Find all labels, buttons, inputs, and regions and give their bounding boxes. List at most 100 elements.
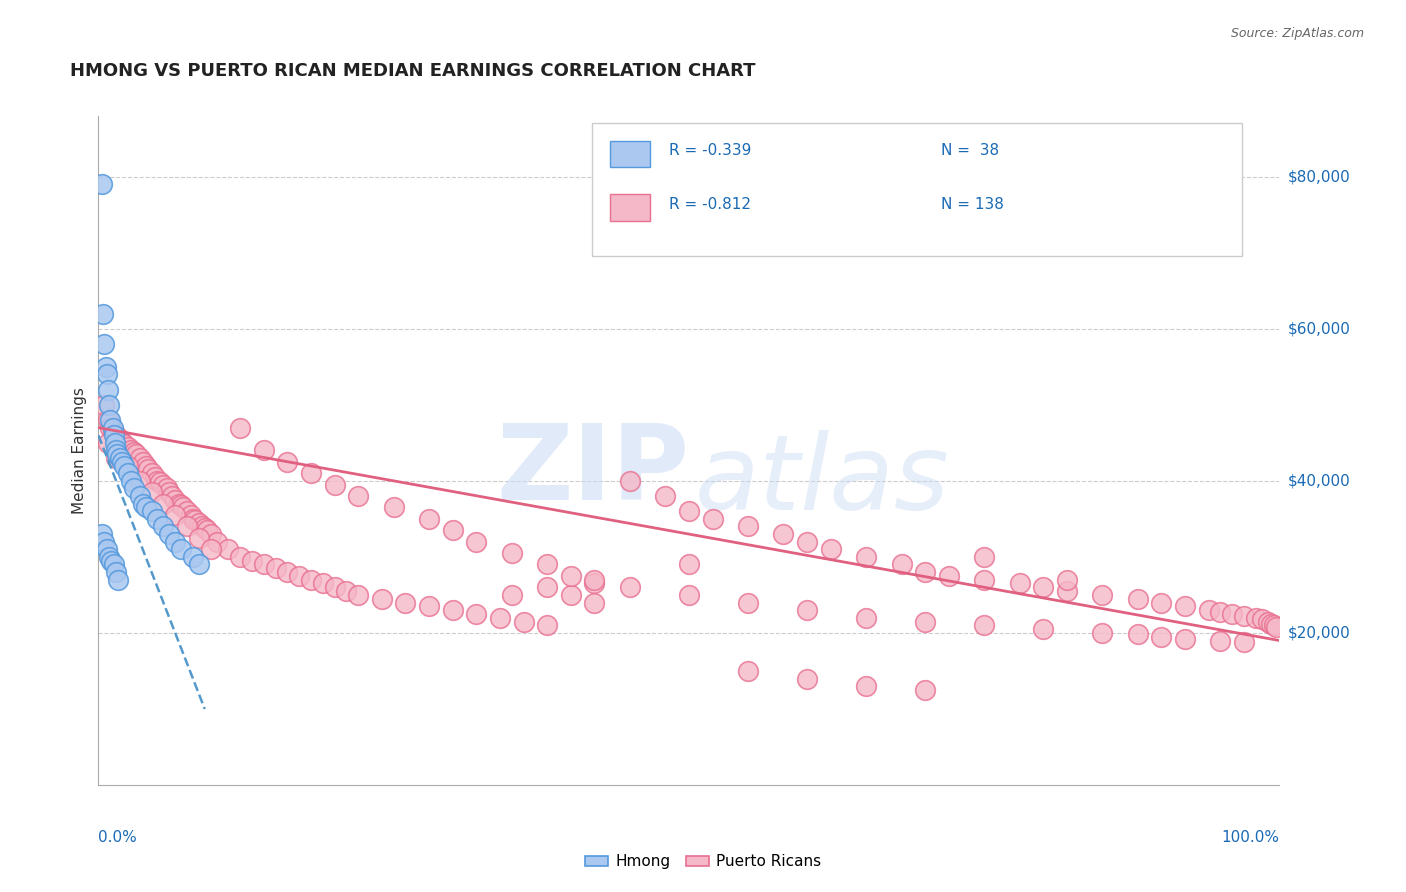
Point xyxy=(93,534,115,549)
Point xyxy=(489,611,512,625)
Point xyxy=(141,504,163,518)
Point xyxy=(128,474,150,488)
Text: N = 138: N = 138 xyxy=(941,197,1004,211)
Point xyxy=(1126,627,1149,641)
Point xyxy=(229,549,252,564)
Point xyxy=(536,618,558,632)
Point xyxy=(112,437,135,451)
Point xyxy=(122,445,145,459)
Text: 0.0%: 0.0% xyxy=(98,830,138,845)
Point xyxy=(441,523,464,537)
Point xyxy=(96,542,118,557)
Point xyxy=(737,664,759,678)
Point xyxy=(1056,584,1078,599)
Point xyxy=(184,513,207,527)
Point xyxy=(128,489,150,503)
Point xyxy=(108,451,131,466)
Point xyxy=(1008,576,1031,591)
Point xyxy=(91,527,114,541)
Point xyxy=(187,516,209,530)
Point xyxy=(121,443,143,458)
Y-axis label: Median Earnings: Median Earnings xyxy=(72,387,87,514)
Point xyxy=(299,573,322,587)
Point xyxy=(170,498,193,512)
Point xyxy=(253,443,276,458)
Point xyxy=(217,542,239,557)
Point xyxy=(105,447,128,461)
Point xyxy=(194,521,217,535)
Point xyxy=(678,504,700,518)
Point xyxy=(105,443,128,458)
Point xyxy=(149,475,172,490)
Point xyxy=(146,512,169,526)
Point xyxy=(180,508,202,522)
Point xyxy=(1056,573,1078,587)
Point xyxy=(536,580,558,594)
Point xyxy=(253,558,276,572)
Point xyxy=(1174,599,1197,614)
Point xyxy=(973,618,995,632)
Point xyxy=(1257,615,1279,629)
Point xyxy=(152,477,174,491)
Point xyxy=(125,447,148,461)
Point xyxy=(501,546,523,560)
Point xyxy=(135,458,157,473)
Point xyxy=(737,595,759,609)
Point xyxy=(105,451,128,466)
Point xyxy=(146,474,169,488)
Point xyxy=(1091,626,1114,640)
Point xyxy=(441,603,464,617)
Point xyxy=(132,497,155,511)
Point xyxy=(1209,633,1232,648)
Point xyxy=(91,307,114,321)
Point xyxy=(914,565,936,579)
Point xyxy=(772,527,794,541)
FancyBboxPatch shape xyxy=(592,123,1241,257)
Point xyxy=(101,425,124,439)
Point xyxy=(103,428,125,442)
Point xyxy=(973,549,995,564)
Point xyxy=(101,420,124,434)
Point xyxy=(583,595,606,609)
Point xyxy=(855,611,877,625)
Point xyxy=(1250,612,1272,626)
Point xyxy=(160,489,183,503)
Text: R = -0.812: R = -0.812 xyxy=(669,197,751,211)
Point xyxy=(1126,591,1149,606)
Point xyxy=(111,455,134,469)
Text: $80,000: $80,000 xyxy=(1288,169,1351,185)
Point xyxy=(111,435,134,450)
Point xyxy=(117,467,139,481)
Point xyxy=(132,455,155,469)
Point xyxy=(98,420,121,434)
Point xyxy=(820,542,842,557)
Point xyxy=(112,458,135,473)
Point xyxy=(1209,605,1232,619)
Point xyxy=(418,512,440,526)
Point xyxy=(98,398,121,412)
Point xyxy=(347,588,370,602)
Point xyxy=(264,561,287,575)
Point xyxy=(156,482,179,496)
Point xyxy=(914,615,936,629)
Point xyxy=(97,383,120,397)
Point xyxy=(195,523,218,537)
Point xyxy=(122,482,145,496)
Point xyxy=(418,599,440,614)
Point xyxy=(181,512,204,526)
Point xyxy=(619,580,641,594)
Point xyxy=(678,588,700,602)
Point xyxy=(914,682,936,697)
Point xyxy=(108,432,131,446)
Text: HMONG VS PUERTO RICAN MEDIAN EARNINGS CORRELATION CHART: HMONG VS PUERTO RICAN MEDIAN EARNINGS CO… xyxy=(70,62,756,80)
Point xyxy=(1198,603,1220,617)
Point xyxy=(91,178,114,192)
Point xyxy=(165,508,187,522)
Point xyxy=(117,458,139,473)
Point xyxy=(1032,622,1054,636)
Text: atlas: atlas xyxy=(695,430,949,532)
Point xyxy=(181,549,204,564)
Point xyxy=(97,413,120,427)
Point xyxy=(973,573,995,587)
Point xyxy=(191,519,214,533)
